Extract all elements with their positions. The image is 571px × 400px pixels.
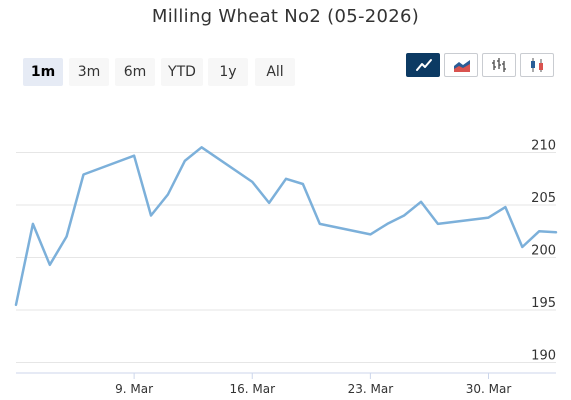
data-point[interactable] [248, 178, 256, 186]
data-point[interactable] [80, 171, 88, 179]
data-point[interactable] [12, 301, 20, 309]
data-point[interactable] [434, 220, 442, 228]
x-tick-label: 9. Mar [115, 382, 153, 396]
area-chart-button[interactable] [444, 53, 478, 77]
x-tick-label: 30. Mar [466, 382, 512, 396]
data-point[interactable] [552, 228, 560, 236]
range-button-6m[interactable]: 6m [115, 58, 155, 86]
range-button-1m[interactable]: 1m [23, 58, 63, 86]
data-point[interactable] [417, 198, 425, 206]
candlestick-chart-icon [531, 58, 543, 72]
x-tick-label: 23. Mar [348, 382, 394, 396]
x-axis: 9. Mar 16. Mar 23. Mar 30. Mar [115, 373, 511, 396]
range-button-3m[interactable]: 3m [69, 58, 109, 86]
y-tick-label: 205 [531, 191, 556, 206]
range-button-all[interactable]: All [255, 58, 295, 86]
y-tick-label: 190 [531, 349, 556, 364]
data-point[interactable] [366, 230, 374, 238]
ohlc-chart-button[interactable] [482, 53, 516, 77]
range-button-1y[interactable]: 1y [208, 58, 248, 86]
data-point[interactable] [130, 152, 138, 160]
data-point[interactable] [518, 243, 526, 251]
grid [16, 152, 556, 374]
data-point[interactable] [265, 199, 273, 207]
y-axis: 190 195 200 205 210 [531, 139, 556, 364]
data-point[interactable] [383, 220, 391, 228]
y-tick-label: 210 [531, 139, 556, 154]
data-point[interactable] [198, 143, 206, 151]
area-chart-icon [454, 60, 470, 72]
data-point[interactable] [282, 175, 290, 183]
series-layer [12, 143, 560, 309]
line-chart-icon [416, 59, 432, 71]
series-line[interactable] [14, 146, 558, 307]
data-point[interactable] [485, 214, 493, 222]
data-point[interactable] [63, 233, 71, 241]
candlestick-chart-button[interactable] [520, 53, 554, 77]
y-tick-label: 195 [531, 296, 556, 311]
range-button-ytd[interactable]: YTD [161, 58, 203, 86]
data-point[interactable] [299, 180, 307, 188]
data-point[interactable] [181, 157, 189, 165]
data-point[interactable] [46, 261, 54, 269]
data-point[interactable] [535, 227, 543, 235]
data-point[interactable] [164, 191, 172, 199]
data-point[interactable] [316, 220, 324, 228]
data-point[interactable] [400, 212, 408, 220]
x-tick-label: 16. Mar [229, 382, 275, 396]
chart-title: Milling Wheat No2 (05-2026) [151, 6, 420, 27]
data-point[interactable] [29, 220, 37, 228]
ohlc-chart-icon [492, 58, 506, 72]
data-point[interactable] [501, 203, 509, 211]
line-chart-button[interactable] [406, 53, 440, 77]
y-tick-label: 200 [531, 244, 556, 259]
data-point[interactable] [147, 212, 155, 220]
